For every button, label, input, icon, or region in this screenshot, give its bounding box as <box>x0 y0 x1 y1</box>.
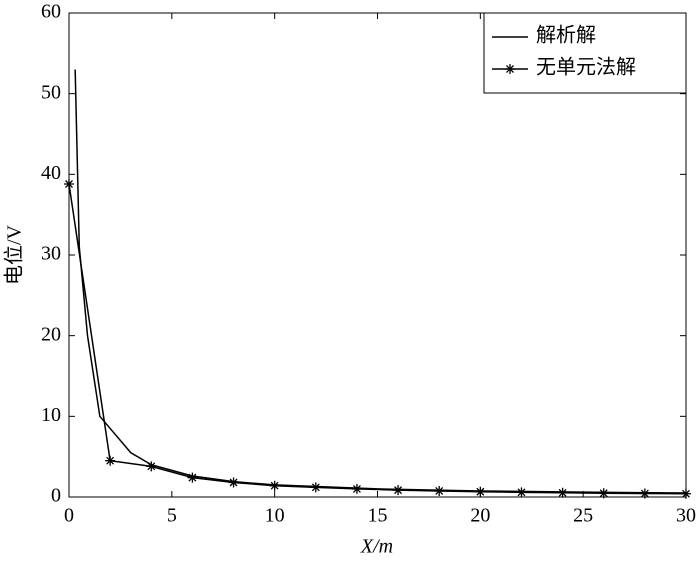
series-line <box>74 69 687 494</box>
data-point <box>187 472 198 483</box>
data-point <box>598 488 609 499</box>
y-tick-label: 40 <box>41 162 61 184</box>
data-point <box>393 485 404 496</box>
x-tick-label: 15 <box>368 505 388 527</box>
data-point <box>557 487 568 498</box>
data-point <box>475 486 486 497</box>
data-point <box>516 487 527 498</box>
x-tick-label: 30 <box>676 505 696 527</box>
legend-box <box>483 12 687 94</box>
y-tick-label: 10 <box>41 404 61 426</box>
data-point <box>146 461 157 472</box>
x-tick-label: 10 <box>265 505 285 527</box>
data-point <box>269 480 280 491</box>
y-tick-label: 0 <box>51 485 61 507</box>
y-tick-label: 60 <box>41 1 61 23</box>
data-point <box>681 488 691 499</box>
x-tick-label: 25 <box>573 505 593 527</box>
data-point <box>105 455 116 466</box>
data-point <box>434 485 445 496</box>
legend-marker <box>505 64 515 74</box>
data-point <box>228 477 239 488</box>
series-line <box>68 183 687 495</box>
legend-label: 无单元法解 <box>536 56 636 79</box>
data-point <box>64 179 74 190</box>
legend-label: 解析解 <box>536 24 596 47</box>
data-point <box>639 488 650 499</box>
data-point <box>310 482 321 493</box>
x-axis-label: X/m <box>360 536 393 558</box>
y-axis-label: 电位/V <box>3 224 26 285</box>
y-tick-label: 20 <box>41 323 61 345</box>
x-tick-label: 20 <box>470 505 490 527</box>
x-tick-label: 0 <box>64 505 74 527</box>
data-point <box>351 483 362 494</box>
x-tick-label: 5 <box>167 505 177 527</box>
y-tick-label: 30 <box>41 243 61 265</box>
y-tick-label: 50 <box>41 81 61 103</box>
